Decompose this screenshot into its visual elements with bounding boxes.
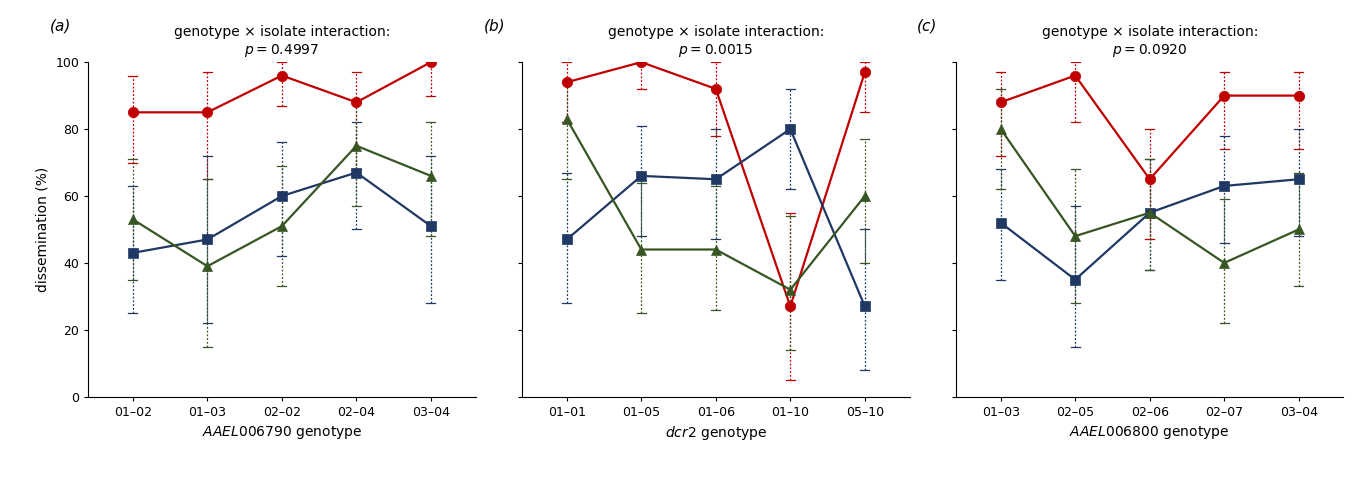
Title: genotype × isolate interaction:
$\it{p}$ = 0.0920: genotype × isolate interaction: $\it{p}$… <box>1042 25 1258 59</box>
Y-axis label: dissemination (%): dissemination (%) <box>35 167 50 292</box>
Text: (b): (b) <box>483 19 505 33</box>
Title: genotype × isolate interaction:
$\it{p}$ = 0.4997: genotype × isolate interaction: $\it{p}$… <box>174 25 389 59</box>
X-axis label: $\mathit{dcr2}$ genotype: $\mathit{dcr2}$ genotype <box>665 424 767 442</box>
Title: genotype × isolate interaction:
$\it{p}$ = 0.0015: genotype × isolate interaction: $\it{p}$… <box>608 25 824 59</box>
Text: (a): (a) <box>49 19 71 33</box>
X-axis label: $\mathit{AAEL006800}$ genotype: $\mathit{AAEL006800}$ genotype <box>1069 424 1229 441</box>
Text: (c): (c) <box>917 19 938 33</box>
X-axis label: $\mathit{AAEL006790}$ genotype: $\mathit{AAEL006790}$ genotype <box>202 424 362 441</box>
